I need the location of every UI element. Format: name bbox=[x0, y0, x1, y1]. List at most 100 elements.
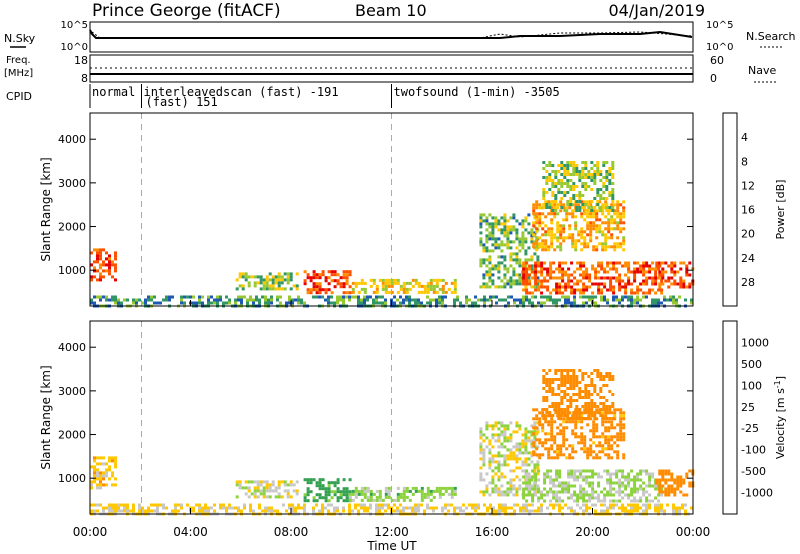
echo-cell bbox=[321, 273, 325, 277]
echo-cell bbox=[672, 506, 675, 510]
echo-cell bbox=[661, 478, 665, 482]
echo-cell bbox=[538, 215, 542, 219]
echo-cell bbox=[660, 487, 664, 491]
echo-cell bbox=[491, 481, 495, 485]
echo-cell bbox=[336, 481, 340, 485]
echo-cell bbox=[608, 191, 612, 194]
echo-cell bbox=[611, 206, 615, 209]
cpid-label: CPID bbox=[6, 90, 32, 103]
echo-cell bbox=[497, 439, 501, 443]
echo-cell bbox=[601, 230, 605, 234]
echo-cell bbox=[99, 462, 102, 466]
echo-cell bbox=[575, 378, 579, 381]
echo-cell bbox=[123, 509, 126, 513]
echo-cell bbox=[375, 489, 379, 493]
echo-cell bbox=[138, 506, 141, 510]
echo-cell bbox=[564, 270, 568, 274]
echo-cell bbox=[600, 267, 604, 271]
echo-cell bbox=[102, 260, 105, 264]
echo-cell bbox=[615, 475, 619, 479]
echo-cell bbox=[618, 499, 622, 503]
echo-cell bbox=[491, 490, 495, 494]
echo-cell bbox=[336, 301, 339, 305]
echo-cell bbox=[546, 285, 550, 289]
echo-cell bbox=[607, 224, 611, 228]
echo-cell bbox=[522, 496, 526, 500]
echo-cell bbox=[518, 484, 522, 488]
echo-cell bbox=[435, 281, 439, 285]
echo-cell bbox=[518, 451, 522, 455]
echo-cell bbox=[534, 273, 538, 277]
echo-cell bbox=[238, 486, 242, 490]
echo-cell bbox=[99, 275, 102, 279]
echo-cell bbox=[402, 281, 406, 285]
echo-cell bbox=[396, 498, 400, 502]
echo-cell bbox=[339, 496, 343, 500]
echo-cell bbox=[564, 282, 568, 286]
echo-cell bbox=[482, 261, 486, 265]
echo-cell bbox=[375, 298, 378, 302]
echo-cell bbox=[587, 405, 591, 408]
echo-cell bbox=[658, 469, 662, 473]
echo-cell bbox=[277, 284, 281, 288]
echo-cell bbox=[558, 270, 562, 274]
echo-cell bbox=[93, 456, 96, 460]
echo-cell bbox=[594, 276, 598, 280]
echo-cell bbox=[648, 484, 652, 488]
echo-cell bbox=[528, 481, 532, 485]
echo-cell bbox=[512, 282, 516, 286]
echo-cell bbox=[286, 489, 290, 493]
echo-cell bbox=[295, 272, 299, 276]
echo-cell bbox=[613, 248, 617, 252]
echo-cell bbox=[289, 483, 293, 487]
echo-cell bbox=[560, 167, 564, 170]
date-label: 04/Jan/2019 bbox=[608, 1, 705, 20]
echo-cell bbox=[660, 509, 663, 513]
echo-cell bbox=[336, 490, 340, 494]
echo-cell bbox=[615, 270, 619, 274]
echo-cell bbox=[568, 456, 572, 460]
echo-cell bbox=[438, 489, 442, 493]
echo-cell bbox=[621, 490, 625, 494]
echo-cell bbox=[535, 447, 539, 451]
echo-cell bbox=[485, 490, 489, 494]
echo-cell bbox=[609, 490, 613, 494]
echo-cell bbox=[543, 478, 547, 482]
echo-cell bbox=[657, 276, 661, 280]
echo-cell bbox=[602, 182, 606, 185]
echo-cell bbox=[268, 287, 272, 291]
echo-cell bbox=[479, 264, 483, 268]
echo-cell bbox=[366, 489, 370, 493]
echo-cell bbox=[267, 509, 270, 513]
echo-cell bbox=[610, 221, 614, 225]
echo-cell bbox=[321, 295, 324, 299]
echo-cell bbox=[342, 487, 346, 491]
echo-cell bbox=[630, 282, 634, 286]
echo-cell bbox=[497, 460, 501, 464]
echo-cell bbox=[602, 185, 606, 188]
echo-cell bbox=[492, 506, 495, 510]
echo-cell bbox=[219, 503, 222, 507]
echo-cell bbox=[577, 441, 581, 445]
echo-cell bbox=[528, 490, 532, 494]
echo-cell bbox=[633, 298, 636, 302]
echo-cell bbox=[543, 279, 547, 283]
echo-cell bbox=[651, 267, 655, 271]
echo-cell bbox=[247, 495, 251, 499]
echo-cell bbox=[247, 486, 251, 490]
echo-cell bbox=[538, 221, 542, 225]
y-axis-label: Slant Range [km] bbox=[39, 157, 53, 261]
echo-cell bbox=[604, 221, 608, 225]
echo-cell bbox=[524, 475, 528, 479]
echo-cell bbox=[274, 281, 278, 285]
echo-cell bbox=[604, 239, 608, 243]
echo-cell bbox=[654, 509, 657, 513]
echo-cell bbox=[585, 288, 589, 292]
echo-cell bbox=[238, 483, 242, 487]
echo-cell bbox=[574, 215, 578, 219]
echo-cell bbox=[531, 503, 534, 507]
echo-cell bbox=[369, 503, 372, 507]
echo-cell bbox=[559, 417, 563, 421]
echo-cell bbox=[682, 478, 686, 482]
echo-region bbox=[655, 469, 695, 497]
